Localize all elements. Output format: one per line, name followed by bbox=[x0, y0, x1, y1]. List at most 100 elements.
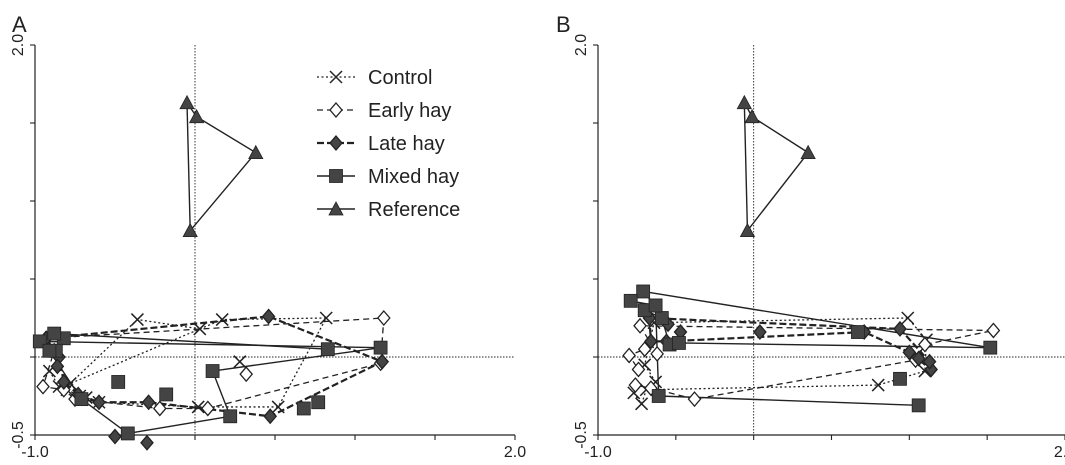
point-early-hay bbox=[200, 400, 215, 417]
point-late-hay bbox=[893, 320, 907, 337]
legend-label: Reference bbox=[368, 199, 460, 221]
point-mixed-hay bbox=[672, 336, 686, 350]
point-control bbox=[191, 400, 205, 414]
point-late-hay bbox=[263, 408, 278, 425]
point-mixed-hay bbox=[320, 342, 335, 357]
point-late-hay bbox=[141, 394, 156, 411]
legend-item-reference: Reference bbox=[317, 199, 460, 221]
legend-marker bbox=[329, 169, 343, 183]
point-reference bbox=[248, 144, 264, 160]
point-early-hay bbox=[687, 391, 702, 408]
point-early-hay bbox=[622, 347, 636, 364]
panel-a-letter: A bbox=[12, 12, 27, 37]
point-reference bbox=[179, 94, 195, 110]
point-early-hay bbox=[650, 345, 665, 362]
y-tick-label: 2.0 bbox=[573, 34, 590, 56]
point-mixed-hay bbox=[648, 298, 663, 313]
point-control bbox=[233, 355, 247, 369]
point-mixed-hay bbox=[636, 284, 651, 299]
y-tick-label: -0.5 bbox=[10, 421, 27, 449]
point-late-hay bbox=[140, 434, 154, 451]
point-control bbox=[130, 313, 144, 327]
point-reference bbox=[744, 108, 760, 124]
point-mixed-hay bbox=[159, 387, 174, 402]
point-reference bbox=[800, 144, 816, 160]
point-late-hay bbox=[375, 353, 390, 370]
legend-marker bbox=[329, 102, 343, 118]
point-reference bbox=[739, 222, 756, 238]
point-mixed-hay bbox=[851, 325, 865, 339]
point-early-hay bbox=[637, 341, 652, 358]
point-control bbox=[271, 400, 285, 414]
point-mixed-hay bbox=[651, 389, 666, 403]
point-late-hay bbox=[261, 308, 276, 325]
point-early-hay bbox=[628, 377, 643, 394]
point-early-hay bbox=[631, 361, 646, 378]
x-tick-label: -1.0 bbox=[21, 444, 49, 461]
x-tick-label: 2.0 bbox=[1054, 444, 1065, 461]
point-control bbox=[635, 397, 649, 411]
point-early-hay bbox=[644, 380, 658, 397]
point-mixed-hay bbox=[296, 401, 311, 416]
point-early-hay bbox=[152, 400, 167, 417]
legend-item-late-hay: Late hay bbox=[317, 133, 445, 155]
x-tick-label: 2.0 bbox=[504, 444, 526, 461]
point-late-hay bbox=[92, 394, 106, 411]
point-mixed-hay bbox=[47, 326, 62, 341]
legend-marker bbox=[329, 70, 343, 84]
legend-marker bbox=[329, 135, 343, 151]
panel-a: A -1.0 2.0 -0.5 2.0 bbox=[10, 12, 526, 461]
point-late-hay bbox=[922, 353, 937, 370]
point-late-hay bbox=[902, 344, 917, 361]
point-control bbox=[901, 311, 915, 325]
point-mixed-hay bbox=[373, 340, 388, 355]
series-line-mixed-hay bbox=[54, 332, 328, 350]
point-control bbox=[871, 378, 885, 392]
point-reference bbox=[736, 94, 752, 110]
panel-b-letter: B bbox=[556, 12, 571, 37]
point-early-hay bbox=[376, 310, 391, 326]
point-mixed-hay bbox=[74, 392, 89, 407]
legend-item-mixed-hay: Mixed hay bbox=[317, 166, 459, 188]
legend-marker bbox=[328, 201, 344, 216]
point-early-hay bbox=[239, 366, 254, 383]
point-early-hay bbox=[918, 336, 932, 353]
point-mixed-hay bbox=[311, 395, 326, 410]
legend-label: Early hay bbox=[368, 100, 451, 122]
point-control bbox=[215, 313, 229, 327]
point-mixed-hay bbox=[223, 409, 238, 424]
point-mixed-hay bbox=[911, 398, 926, 413]
point-mixed-hay bbox=[893, 371, 907, 386]
point-mixed-hay bbox=[42, 343, 57, 358]
point-early-hay bbox=[633, 317, 647, 334]
point-late-hay bbox=[753, 324, 767, 341]
legend-label: Control bbox=[368, 67, 432, 89]
point-late-hay bbox=[56, 373, 71, 390]
point-mixed-hay bbox=[983, 340, 998, 355]
point-early-hay bbox=[986, 322, 1001, 339]
panel-b: B -1.0 2.0 -0.5 2.0 bbox=[556, 12, 1065, 461]
point-mixed-hay bbox=[120, 426, 135, 441]
legend-item-control: Control bbox=[317, 67, 432, 89]
point-reference bbox=[182, 222, 198, 238]
point-reference bbox=[188, 108, 205, 124]
point-control bbox=[193, 322, 207, 336]
legend: Control Early hay Late hay Mixed hay Referen… bbox=[317, 67, 460, 221]
point-control bbox=[319, 311, 333, 325]
y-tick-label: 2.0 bbox=[10, 34, 27, 56]
legend-label: Mixed hay bbox=[368, 166, 459, 188]
legend-item-early-hay: Early hay bbox=[317, 100, 451, 122]
legend-label: Late hay bbox=[368, 133, 445, 155]
point-mixed-hay bbox=[205, 364, 220, 378]
y-tick-label: -0.5 bbox=[573, 421, 590, 449]
point-late-hay bbox=[108, 428, 122, 445]
x-tick-label: -1.0 bbox=[584, 444, 612, 461]
point-early-hay bbox=[36, 378, 50, 395]
point-late-hay bbox=[911, 350, 926, 367]
point-mixed-hay bbox=[654, 311, 669, 325]
point-mixed-hay bbox=[111, 375, 126, 389]
series-line-early-hay bbox=[42, 317, 385, 410]
point-late-hay bbox=[50, 358, 65, 375]
point-late-hay bbox=[644, 333, 658, 350]
